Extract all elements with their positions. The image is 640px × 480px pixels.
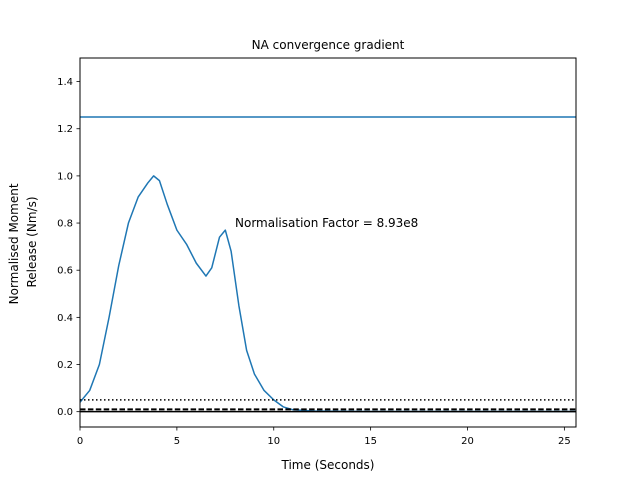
y-axis-label-line-2: Release (Nm/s) (25, 196, 39, 287)
series-layer (79, 116, 576, 413)
x-tick-label: 10 (267, 436, 280, 447)
x-axis-label: Time (Seconds) (281, 458, 375, 472)
x-tick-label: 25 (558, 436, 571, 447)
x-tick-label: 0 (77, 436, 83, 447)
y-tick-label: 1.0 (57, 171, 73, 182)
x-tick-label: 20 (461, 436, 474, 447)
x-axis: 0 5 10 15 20 25 (77, 427, 571, 447)
plot-frame (79, 57, 577, 428)
x-tick-label: 5 (174, 436, 180, 447)
x-tick-label: 15 (364, 436, 377, 447)
y-tick-label: 1.2 (57, 124, 73, 135)
y-tick-label: 0.2 (57, 360, 73, 371)
chart-title: NA convergence gradient (252, 38, 405, 52)
y-tick-label: 0.0 (57, 407, 73, 418)
y-tick-label: 0.6 (57, 266, 73, 277)
y-tick-label: 1.4 (57, 77, 73, 88)
y-axis-label: Normalised Moment Release (Nm/s) (7, 180, 39, 305)
y-axis: 0.0 0.2 0.4 0.6 0.8 1.0 1.2 1.4 (57, 77, 80, 418)
y-axis-label-line-1: Normalised Moment (7, 183, 21, 304)
y-tick-label: 0.8 (57, 219, 73, 230)
normalisation-annotation: Normalisation Factor = 8.93e8 (235, 216, 418, 230)
y-tick-label: 0.4 (57, 313, 73, 324)
series-line-2 (79, 175, 576, 413)
